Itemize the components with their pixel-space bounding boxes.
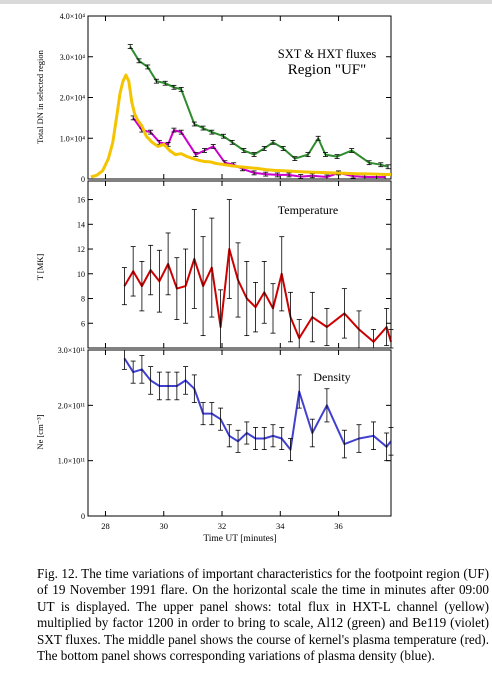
y-tick-label: 4.0×10⁴	[60, 12, 86, 21]
y-tick-label: 14	[77, 220, 85, 229]
series-line-2-0	[123, 357, 392, 451]
flux-panel-subtitle: Region "UF"	[288, 62, 367, 78]
y-tick-label: 12	[77, 245, 85, 254]
figure: 0 1.0×10⁴ 2.0×10⁴ 3.0×10⁴ 4.0×10⁴ 6 8 10 12 14 16…	[35, 12, 394, 544]
x-tick-label: 34	[276, 521, 285, 531]
x-tick-label: 32	[218, 521, 227, 531]
x-axis: 28 30 32 34 36	[101, 521, 343, 531]
x-axis-label: Time UT [minutes]	[203, 534, 276, 544]
y-tick-label: 1.0×10¹¹	[58, 457, 86, 466]
x-tick-label: 36	[334, 521, 343, 531]
panel-flux: 0 1.0×10⁴ 2.0×10⁴ 3.0×10⁴ 4.0×10⁴	[60, 12, 392, 184]
density-panel-title: Density	[313, 370, 350, 384]
temperature-panel-title: Temperature	[278, 203, 338, 217]
y-tick-label: 16	[77, 196, 85, 205]
panel-temperature: 6 8 10 12 14 16	[77, 181, 394, 349]
figure-caption: Fig. 12. The time variations of importan…	[37, 566, 489, 664]
density-y-axis-label: Ne [cm⁻³]	[35, 414, 45, 449]
temperature-y-axis-label: T [MK]	[35, 254, 45, 281]
window-top-bar	[0, 0, 492, 4]
panel-temperature-frame	[87, 180, 392, 349]
flux-y-axis-label: Total DN in selected region	[35, 49, 45, 144]
y-tick-label: 2.0×10¹¹	[58, 401, 86, 410]
y-tick-label: 0	[81, 512, 85, 521]
panel-density: 0 1.0×10¹¹ 2.0×10¹¹ 3.0×10¹¹	[58, 346, 394, 521]
x-tick-label: 30	[160, 521, 169, 531]
panel-flux-frame	[87, 15, 392, 180]
series-line-0-2	[90, 73, 392, 179]
x-tick-label: 28	[101, 521, 110, 531]
y-tick-label: 6	[81, 319, 85, 328]
series-line-1-0	[123, 248, 392, 343]
y-tick-label: 1.0×10⁴	[60, 134, 86, 143]
y-tick-label: 10	[77, 270, 85, 279]
y-tick-label: 3.0×10⁴	[60, 53, 86, 62]
y-tick-label: 2.0×10⁴	[60, 94, 86, 103]
y-tick-label: 8	[81, 295, 85, 304]
y-tick-label: 0	[81, 175, 85, 184]
y-tick-label: 3.0×10¹¹	[58, 346, 86, 355]
series-line-0-0	[129, 46, 389, 168]
flux-panel-title: SXT & HXT fluxes	[278, 47, 377, 61]
